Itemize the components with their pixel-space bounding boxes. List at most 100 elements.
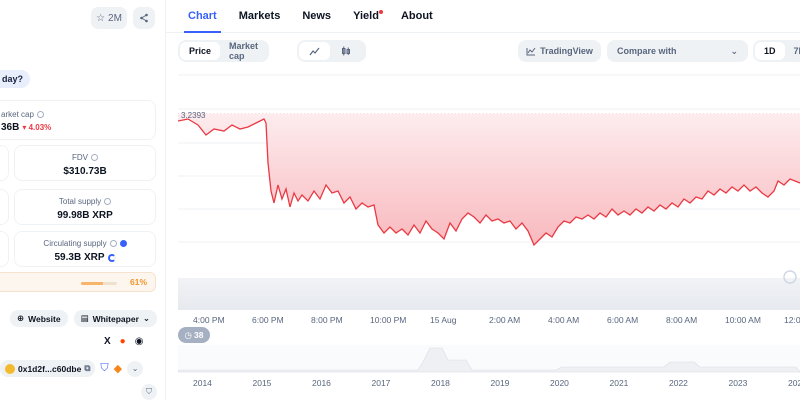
github-icon[interactable]: ◉ xyxy=(134,336,144,347)
tab-markets[interactable]: Markets xyxy=(238,10,281,22)
sidebar-actions: ☆ 2M xyxy=(91,7,155,29)
market-cap-value: 36B xyxy=(1,122,20,133)
contract-address: 0x1d2f...c60dbe xyxy=(18,363,82,374)
shield-icon[interactable]: ⛉ xyxy=(100,362,109,374)
share-icon xyxy=(140,13,148,23)
x-tick-label: 2:00 AM xyxy=(489,315,520,325)
x-tick-label: 6:00 AM xyxy=(607,315,638,325)
price-marker-label: 3.2393 xyxy=(181,111,206,120)
price-line xyxy=(178,118,800,247)
range-1d[interactable]: 1D xyxy=(755,42,785,60)
compare-label: Compare with xyxy=(617,46,677,56)
events-count: 38 xyxy=(193,330,204,340)
year-tick-label: 2019 xyxy=(491,378,510,388)
whitepaper-label: Whitepaper xyxy=(92,313,139,324)
circulating-supply-value: 59.3B XRP xyxy=(54,252,105,263)
supply-progress-bar xyxy=(81,282,117,285)
globe-icon: ⊕ xyxy=(17,313,25,323)
info-icon[interactable] xyxy=(104,198,112,205)
year-tick-label: 2023 xyxy=(729,378,748,388)
year-tick-label: 2015 xyxy=(253,378,272,388)
more-chevron-button[interactable]: ⌄ xyxy=(127,360,144,377)
year-axis: 2014 2015 2016 2017 2018 2019 2020 2021 2022 2023… xyxy=(193,378,800,388)
tab-chart[interactable]: Chart xyxy=(184,0,221,33)
watchlist-button[interactable]: ☆ 2M xyxy=(91,7,127,29)
new-dot-icon xyxy=(378,10,383,14)
history-sparkline xyxy=(178,347,800,373)
bnb-chain-icon xyxy=(5,363,15,374)
chart-panel: Chart Markets News Yield About Price Mar… xyxy=(166,0,800,400)
tab-news[interactable]: News xyxy=(302,10,332,22)
range-7d[interactable]: 7D xyxy=(793,46,800,56)
supply-progress: 61% xyxy=(0,272,156,292)
market-cap-toggle[interactable]: Market cap xyxy=(229,41,259,61)
reddit-icon[interactable]: ● xyxy=(119,336,126,347)
chevron-down-icon: ⌄ xyxy=(730,45,738,56)
official-links: ⊕ Website ▤ Whitepaper ⌄ xyxy=(10,310,157,327)
tab-about[interactable]: About xyxy=(400,10,433,22)
x-twitter-icon[interactable]: X xyxy=(104,336,111,347)
chevron-down-icon: ⌄ xyxy=(142,313,150,323)
tab-yield[interactable]: Yield xyxy=(353,0,383,32)
line-chart-icon[interactable] xyxy=(299,42,330,60)
stat-card-stub xyxy=(0,145,9,181)
info-icon[interactable] xyxy=(36,111,44,118)
market-cap-label: arket cap xyxy=(1,110,34,119)
contract-row: 0x1d2f...c60dbe ⧉ ⛉ ◆ ⌄ xyxy=(0,360,144,377)
document-icon: ▤ xyxy=(80,313,89,323)
social-links: X ● ◉ xyxy=(104,336,143,347)
x-tick-label: 4:00 PM xyxy=(193,315,225,325)
coin-sidebar: ☆ 2M day? arket cap 36B ▾ 4.03% FDV $310 xyxy=(0,0,166,400)
detail-tabs: Chart Markets News Yield About xyxy=(166,0,800,33)
circulating-supply-card: Circulating supply 59.3B XRP xyxy=(14,231,156,267)
contract-address-chip[interactable]: 0x1d2f...c60dbe ⧉ xyxy=(0,360,96,377)
year-tick-label: 2021 xyxy=(610,378,629,388)
security-icon[interactable]: ⛉ xyxy=(141,384,157,400)
x-tick-label: 8:00 AM xyxy=(666,315,697,325)
stat-card-stub xyxy=(0,231,9,267)
supply-progress-percent: 61% xyxy=(129,277,147,287)
copy-icon[interactable]: ⧉ xyxy=(84,363,91,373)
fdv-label: FDV xyxy=(72,153,88,162)
verified-icon xyxy=(119,240,127,247)
tradingview-button[interactable]: TradingView xyxy=(518,40,601,62)
price-area-fill xyxy=(178,114,800,245)
time-range-toggle: 1D 7D xyxy=(753,40,800,62)
circulating-supply-label: Circulating supply xyxy=(43,239,107,248)
watchlist-count: 2M xyxy=(108,12,122,24)
info-icon[interactable] xyxy=(109,240,117,247)
candlestick-icon[interactable] xyxy=(330,42,361,60)
star-icon: ☆ xyxy=(96,12,106,24)
volume-bars xyxy=(178,278,800,310)
history-navigator[interactable] xyxy=(178,345,800,373)
compare-with-select[interactable]: Compare with ⌄ xyxy=(607,40,748,62)
x-tick-label: 15 Aug xyxy=(430,315,457,325)
market-cap-card: arket cap 36B ▾ 4.03% xyxy=(0,100,156,140)
year-tick-label: 2014 xyxy=(193,378,212,388)
watermark-logo-icon xyxy=(783,270,797,284)
year-tick-label: 202 xyxy=(788,378,800,388)
community-sentiment-pill[interactable]: day? xyxy=(0,70,31,88)
price-chart[interactable]: 4:00 PM 6:00 PM 8:00 PM 10:00 PM 15 Aug 2:00 … xyxy=(178,73,800,400)
total-supply-value: 99.98B XRP xyxy=(57,210,113,221)
market-cap-change: ▾ 4.03% xyxy=(22,123,52,132)
website-label: Website xyxy=(28,313,61,324)
tradingview-label: TradingView xyxy=(540,46,593,56)
events-badge[interactable]: ◷ 38 xyxy=(178,327,210,343)
share-button[interactable] xyxy=(133,7,155,29)
metamask-icon[interactable]: ◆ xyxy=(113,363,123,375)
year-tick-label: 2018 xyxy=(431,378,450,388)
x-axis: 4:00 PM 6:00 PM 8:00 PM 10:00 PM 15 Aug 2:00 … xyxy=(193,315,800,325)
year-tick-label: 2016 xyxy=(312,378,331,388)
sentiment-question: day? xyxy=(2,74,24,84)
price-toggle[interactable]: Price xyxy=(180,42,221,60)
info-icon[interactable] xyxy=(91,154,98,161)
total-supply-label: Total supply xyxy=(58,197,102,206)
total-supply-card: Total supply 99.98B XRP xyxy=(14,189,156,225)
x-tick-label: 4:00 AM xyxy=(548,315,579,325)
year-tick-label: 2020 xyxy=(550,378,569,388)
whitepaper-link[interactable]: ▤ Whitepaper ⌄ xyxy=(73,310,157,327)
price-chart-svg: 4:00 PM 6:00 PM 8:00 PM 10:00 PM 15 Aug 2:00 … xyxy=(178,74,800,388)
year-tick-label: 2022 xyxy=(669,378,688,388)
website-link[interactable]: ⊕ Website xyxy=(10,310,68,327)
